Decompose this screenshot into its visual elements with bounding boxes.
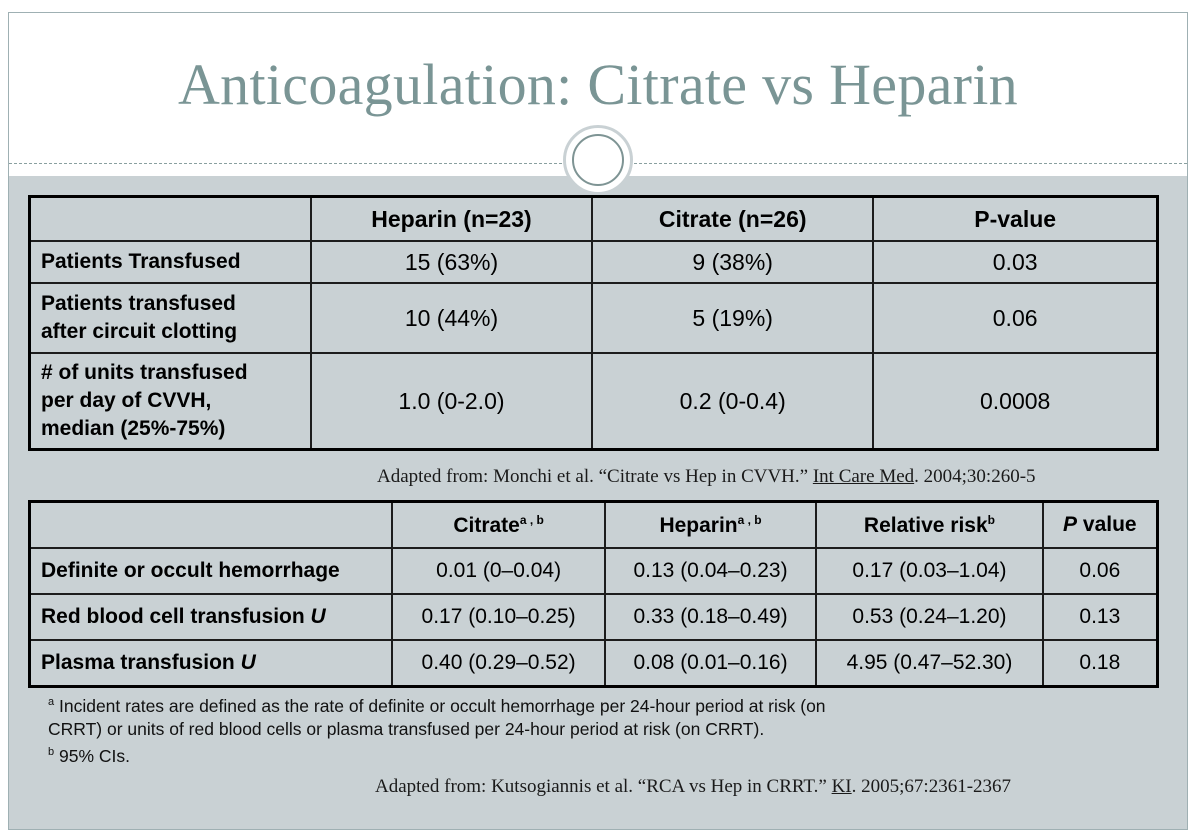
table-row: Plasma transfusion U 0.40 (0.29–0.52) 0.… [28,639,1159,688]
table-row: Definite or occult hemorrhage 0.01 (0–0.… [28,547,1159,595]
cell-relative-risk: 4.95 (0.47–52.30) [815,639,1044,688]
row-label: Definite or occult hemorrhage [28,547,394,595]
hemorrhage-table: Citratea , b Heparina , b Relative riskb… [28,500,1159,688]
source-suffix: . 2005;67:2361-2367 [851,776,1012,797]
transfusion-table: Heparin (n=23) Citrate (n=26) P-value Pa… [28,195,1159,451]
header-heparin: Heparin (n=23) [309,195,594,242]
source-journal-link[interactable]: KI [831,776,852,797]
cell-p-value: 0.0008 [872,352,1159,451]
header-citrate-sup: a , b [519,512,544,527]
row-label: Patients transfused after circuit clotti… [28,282,312,354]
row-label-text: Red blood cell transfusion [41,605,311,628]
row-label: Red blood cell transfusion U [28,593,394,641]
cell-p-value: 0.13 [1041,593,1159,641]
footnote-b-text: 95% CIs. [54,745,130,766]
footnote-a-mark: a [48,696,55,708]
row-label-line: Patients transfused [41,292,236,315]
source-prefix: Adapted from: Monchi et al. “Citrate vs … [377,466,813,487]
table-row: Red blood cell transfusion U 0.17 (0.10–… [28,593,1159,641]
circle-ornament-icon [563,125,633,195]
cell-heparin: 0.08 (0.01–0.16) [603,639,818,688]
header-relative-risk: Relative riskb [815,500,1044,549]
cell-citrate: 5 (19%) [591,282,875,354]
cell-citrate: 9 (38%) [591,240,875,284]
cell-p-value: 0.03 [872,240,1159,284]
header-heparin-label: Heparin [659,513,738,537]
table-header-row: Citratea , b Heparina , b Relative riskb… [28,500,1159,549]
row-label-line: after circuit clotting [41,320,238,343]
footnote-b-mark: b [48,745,55,758]
row-label: Patients Transfused [28,240,312,284]
row-label-text: Plasma transfusion [41,651,241,674]
header-citrate: Citratea , b [391,500,606,549]
row-label: # of units transfused per day of CVVH, m… [28,352,312,451]
slide: Anticoagulation: Citrate vs Heparin Hepa… [8,12,1188,830]
row-label-unit: U [310,605,326,628]
footnote-b: b 95% CIs. [48,741,826,768]
row-label-text: Definite or occult hemorrhage [41,559,340,582]
circle-ornament-inner [572,134,624,186]
cell-p-value: 0.06 [1041,547,1159,595]
row-label-unit: U [240,651,256,674]
table-row: Patients transfused after circuit clotti… [28,282,1159,354]
row-label-line: per day of CVVH, [41,389,212,412]
cell-p-value: 0.06 [872,282,1159,354]
source-citation-2: Adapted from: Kutsogiannis et al. “RCA v… [375,776,1011,798]
footnotes: a Incident rates are defined as the rate… [48,691,826,768]
cell-heparin: 10 (44%) [309,282,594,354]
footnote-a-continued: CRRT) or units of red blood cells or pla… [48,718,765,739]
cell-citrate: 0.40 (0.29–0.52) [391,639,606,688]
cell-heparin: 1.0 (0-2.0) [309,352,594,451]
header-heparin-sup: a , b [737,512,762,527]
header-empty [28,500,394,549]
table-header-row: Heparin (n=23) Citrate (n=26) P-value [28,195,1159,242]
header-p-italic: P [1063,513,1078,536]
cell-relative-risk: 0.53 (0.24–1.20) [815,593,1044,641]
cell-citrate: 0.17 (0.10–0.25) [391,593,606,641]
row-label-line: median (25%-75%) [41,417,226,440]
header-p-rest: value [1077,513,1137,536]
cell-heparin: 0.33 (0.18–0.49) [603,593,818,641]
header-empty [28,195,312,242]
footnote-a-line1: Incident rates are defined as the rate o… [54,695,826,716]
source-prefix: Adapted from: Kutsogiannis et al. “RCA v… [375,776,832,797]
cell-heparin: 15 (63%) [309,240,594,284]
source-journal-link[interactable]: Int Care Med [812,466,915,487]
cell-relative-risk: 0.17 (0.03–1.04) [815,547,1044,595]
table-row: Patients Transfused 15 (63%) 9 (38%) 0.0… [28,240,1159,284]
slide-title: Anticoagulation: Citrate vs Heparin [177,52,1018,117]
source-citation-1: Adapted from: Monchi et al. “Citrate vs … [377,466,1036,488]
table-row: # of units transfused per day of CVVH, m… [28,352,1159,451]
footnote-a: a Incident rates are defined as the rate… [48,691,826,718]
row-label-line: # of units transfused [41,361,248,384]
header-p-value: P-value [872,195,1159,242]
cell-heparin: 0.13 (0.04–0.23) [603,547,818,595]
row-label: Plasma transfusion U [28,639,394,688]
header-rr-label: Relative risk [863,513,988,537]
source-suffix: . 2004;30:260-5 [914,466,1036,487]
header-citrate-label: Citrate [453,513,520,537]
cell-p-value: 0.18 [1041,639,1159,688]
header-p-value: P value [1041,500,1159,549]
cell-citrate: 0.2 (0-0.4) [591,352,875,451]
cell-citrate: 0.01 (0–0.04) [391,547,606,595]
header-rr-sup: b [987,512,996,527]
header-citrate: Citrate (n=26) [591,195,875,242]
header-heparin: Heparina , b [603,500,818,549]
